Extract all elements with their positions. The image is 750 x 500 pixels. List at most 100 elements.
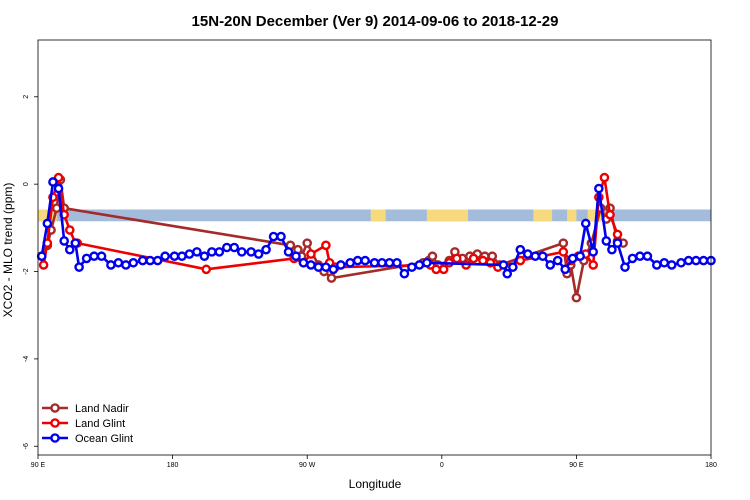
plot-frame [37, 39, 712, 456]
data-point [59, 236, 69, 246]
data-point [276, 231, 286, 242]
data-point [558, 247, 569, 257]
data-point [508, 262, 518, 272]
data-point [321, 240, 331, 251]
data-point [605, 209, 615, 220]
data-point [246, 247, 256, 257]
data-point [659, 257, 670, 268]
land-segment-4 [567, 209, 577, 222]
data-point [169, 251, 180, 262]
data-point [552, 255, 563, 266]
data-point [575, 251, 585, 262]
data-point [360, 255, 370, 266]
data-point [567, 253, 578, 264]
data-point [306, 260, 316, 270]
data-point [683, 255, 694, 266]
legend-label: Ocean Glint [75, 433, 133, 445]
data-point [392, 257, 402, 268]
data-point [53, 183, 64, 194]
data-point [431, 264, 441, 275]
data-point [345, 257, 355, 268]
data-point [414, 260, 425, 270]
data-point [599, 172, 610, 183]
data-point [537, 251, 548, 262]
data-point [36, 251, 47, 262]
data-point [160, 251, 170, 262]
x-tick-label: 90 W [299, 462, 316, 469]
data-point [651, 260, 662, 270]
data-point [399, 268, 410, 279]
data-point [642, 251, 653, 262]
data-point [81, 253, 92, 264]
data-point [96, 251, 107, 262]
data-point [298, 257, 309, 268]
data-point [283, 247, 294, 257]
legend: Land Nadir Land Glint Ocean Glint [42, 403, 133, 445]
data-point [291, 251, 301, 262]
legend-swatch-marker [50, 433, 60, 443]
series-0 [36, 174, 628, 303]
x-tick-label: 180 [167, 462, 179, 469]
data-point [691, 255, 701, 266]
data-point [145, 255, 155, 266]
data-point [199, 251, 210, 262]
data-point [377, 257, 387, 268]
data-point [42, 218, 53, 229]
data-point [306, 249, 316, 259]
y-axis: 2 0 -2 -4 -6 [23, 95, 38, 449]
y-tick-label: -2 [23, 268, 30, 274]
data-point [302, 238, 313, 248]
data-point [588, 260, 599, 270]
data-point [451, 253, 462, 264]
land-segment-1 [370, 209, 386, 222]
data-point [137, 255, 148, 266]
land-segment-2 [426, 209, 468, 222]
data-point [106, 260, 116, 270]
series-layer [36, 172, 716, 303]
y-tick-label: -6 [23, 443, 30, 449]
data-point [384, 257, 395, 268]
x-tick-label: 90 E [569, 462, 584, 469]
data-point [558, 238, 569, 248]
data-point [48, 177, 58, 187]
data-point [128, 257, 139, 268]
y-axis-title: XCO2 - MLO trend (ppm) [1, 183, 15, 318]
data-point [427, 251, 438, 262]
land-segment-5 [587, 209, 603, 222]
data-point [352, 255, 363, 266]
x-axis: 90 E 180 90 W 0 90 E 180 [31, 455, 717, 469]
data-point [229, 242, 240, 253]
legend-entry-0: Land Nadir [42, 403, 129, 415]
data-point [201, 264, 212, 275]
legend-swatch-marker [50, 403, 60, 413]
data-point [321, 262, 331, 272]
data-point [601, 236, 612, 246]
data-point [74, 262, 84, 272]
data-point [336, 260, 346, 270]
series-2 [36, 177, 716, 279]
data-point [113, 257, 124, 268]
legend-label: Land Nadir [75, 403, 129, 415]
data-point [612, 229, 623, 240]
data-point [64, 244, 75, 255]
data-point [571, 292, 582, 303]
legend-swatch-marker [50, 418, 60, 428]
data-point [313, 262, 324, 272]
data-point [698, 255, 709, 266]
y-tick-label: 2 [23, 95, 30, 99]
data-point [620, 262, 630, 272]
y-tick-label: 0 [23, 182, 30, 186]
data-point [236, 247, 247, 257]
data-point [222, 242, 232, 253]
data-point [635, 251, 645, 262]
data-point [70, 238, 81, 248]
data-point [121, 260, 131, 270]
data-point [177, 251, 187, 262]
data-point [261, 244, 271, 255]
data-point [192, 247, 202, 257]
data-point [588, 247, 599, 257]
data-point [184, 249, 195, 259]
data-point [253, 249, 264, 259]
land-segment-3 [533, 209, 553, 222]
